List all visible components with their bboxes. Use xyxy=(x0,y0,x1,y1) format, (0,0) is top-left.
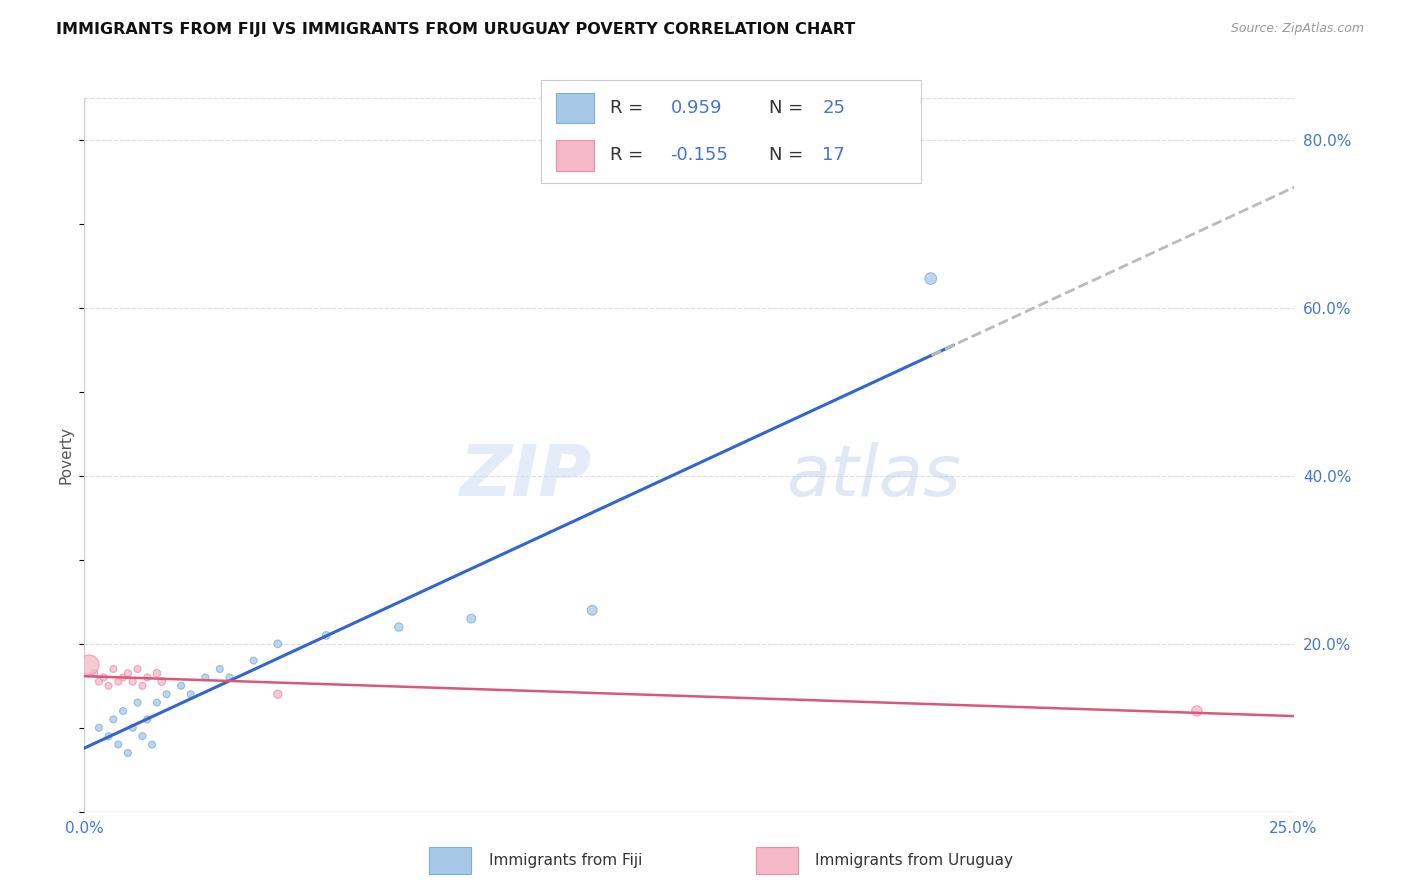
Text: -0.155: -0.155 xyxy=(671,146,728,164)
Point xyxy=(388,620,411,634)
Point xyxy=(218,670,240,684)
Point xyxy=(87,721,110,735)
Text: 25: 25 xyxy=(823,99,845,117)
Point xyxy=(267,637,290,651)
Point xyxy=(146,666,169,681)
Point xyxy=(131,679,153,693)
Point xyxy=(127,662,149,676)
Point xyxy=(315,628,337,642)
Point xyxy=(460,612,482,626)
Point xyxy=(107,674,129,689)
Point xyxy=(180,687,202,701)
Text: atlas: atlas xyxy=(786,442,960,511)
Point xyxy=(117,666,139,681)
Point xyxy=(121,674,143,689)
Text: Immigrants from Uruguay: Immigrants from Uruguay xyxy=(815,854,1014,868)
FancyBboxPatch shape xyxy=(429,847,471,874)
Text: IMMIGRANTS FROM FIJI VS IMMIGRANTS FROM URUGUAY POVERTY CORRELATION CHART: IMMIGRANTS FROM FIJI VS IMMIGRANTS FROM … xyxy=(56,22,855,37)
Text: Source: ZipAtlas.com: Source: ZipAtlas.com xyxy=(1230,22,1364,36)
Point xyxy=(87,674,110,689)
Text: R =: R = xyxy=(610,99,643,117)
Point xyxy=(112,670,135,684)
Text: Immigrants from Fiji: Immigrants from Fiji xyxy=(489,854,643,868)
Point xyxy=(170,679,193,693)
Point xyxy=(83,666,105,681)
Y-axis label: Poverty: Poverty xyxy=(59,425,75,484)
Point xyxy=(77,657,100,672)
Point xyxy=(93,670,115,684)
Point xyxy=(194,670,217,684)
Text: R =: R = xyxy=(610,146,643,164)
Point xyxy=(103,712,125,726)
Point xyxy=(920,271,942,285)
FancyBboxPatch shape xyxy=(557,93,595,123)
Text: N =: N = xyxy=(769,99,803,117)
Point xyxy=(107,738,129,752)
Point xyxy=(97,679,120,693)
Point xyxy=(136,670,159,684)
Text: N =: N = xyxy=(769,146,803,164)
FancyBboxPatch shape xyxy=(557,140,595,170)
Point xyxy=(97,729,120,743)
Point xyxy=(208,662,231,676)
Point xyxy=(112,704,135,718)
Point xyxy=(267,687,290,701)
Point xyxy=(150,674,173,689)
FancyBboxPatch shape xyxy=(756,847,799,874)
Point xyxy=(146,696,169,710)
Point xyxy=(141,738,163,752)
Point xyxy=(117,746,139,760)
Point xyxy=(581,603,603,617)
Point xyxy=(242,654,264,668)
Text: 17: 17 xyxy=(823,146,845,164)
Point xyxy=(155,687,177,701)
Point xyxy=(103,662,125,676)
Text: ZIP: ZIP xyxy=(460,442,592,511)
Point xyxy=(131,729,153,743)
Text: 0.959: 0.959 xyxy=(671,99,721,117)
Point xyxy=(1185,704,1208,718)
Point xyxy=(127,696,149,710)
Point xyxy=(136,712,159,726)
Point xyxy=(121,721,143,735)
